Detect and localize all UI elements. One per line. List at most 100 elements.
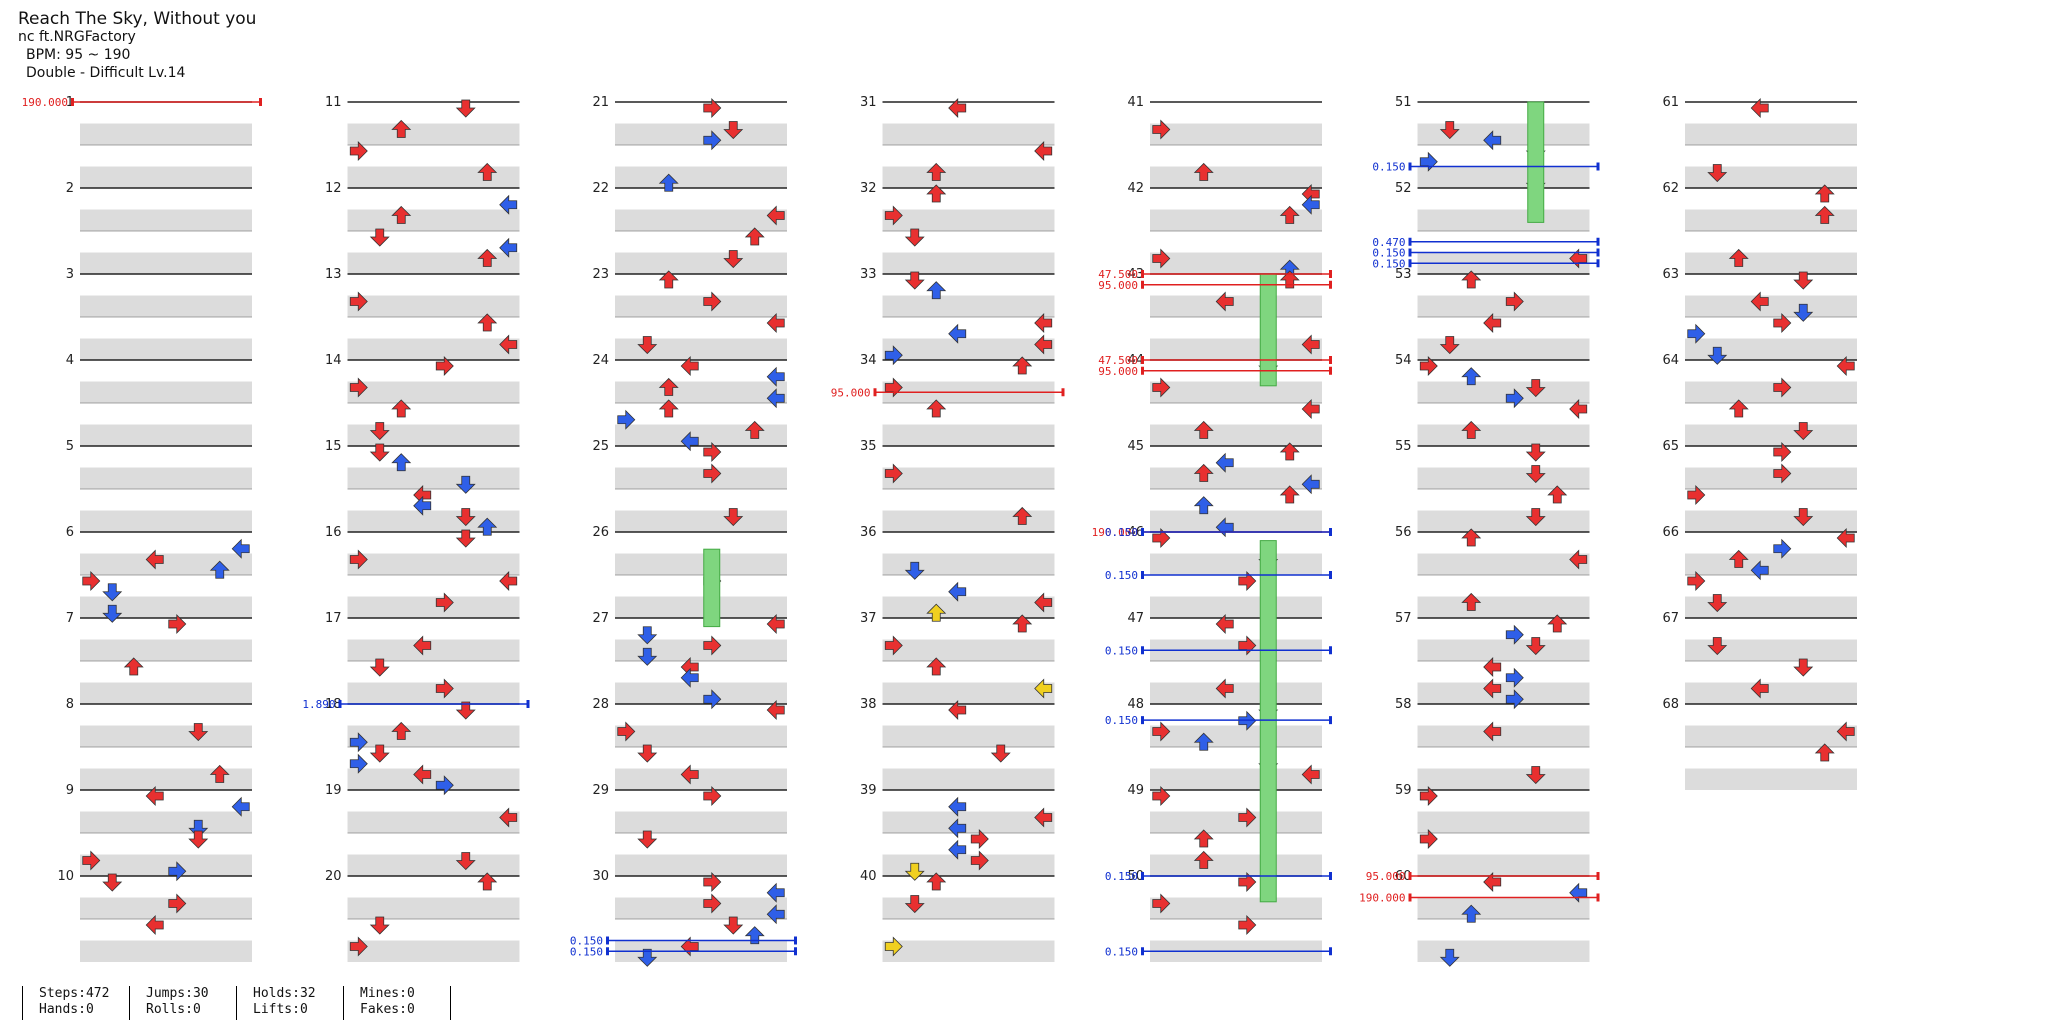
beat-stripe — [1417, 338, 1590, 360]
arrow-shape — [1483, 313, 1502, 333]
step-arrow — [617, 409, 636, 430]
step-arrow — [1215, 291, 1234, 312]
step-arrow — [391, 205, 412, 224]
step-arrow — [1193, 463, 1214, 482]
beat-stripe — [882, 209, 1055, 231]
speed-change-cap — [794, 936, 797, 945]
beat-stripe — [1150, 682, 1322, 704]
beat-stripe — [1685, 381, 1857, 403]
stat-group-steps: Steps:472 Hands:0 — [22, 986, 109, 1020]
step-arrow — [680, 356, 699, 376]
arrow-shape — [1419, 786, 1438, 806]
beat-stripe — [347, 811, 520, 833]
beat-stripe — [882, 725, 1055, 747]
speed-change-label: 0.150 — [1105, 526, 1138, 539]
arrow-shape — [1461, 367, 1482, 386]
step-arrow — [102, 873, 123, 892]
measure-number: 56 — [1395, 525, 1412, 540]
beat-stripe — [80, 682, 252, 704]
step-arrow — [499, 571, 518, 591]
arrow-shape — [703, 130, 722, 151]
measure-number: 48 — [1127, 697, 1144, 712]
arrow-shape — [1505, 689, 1524, 710]
step-arrow — [1728, 248, 1749, 267]
bpm-change-cap — [1141, 270, 1144, 278]
arrow-shape — [435, 356, 454, 376]
step-arrow — [948, 796, 967, 817]
step-arrow — [1193, 162, 1214, 181]
step-arrow — [637, 647, 658, 666]
step-arrow — [637, 336, 658, 355]
arrow-shape — [1773, 463, 1792, 484]
arrow-shape — [477, 162, 498, 181]
measure-number: 32 — [860, 181, 877, 196]
arrow-shape — [209, 764, 230, 783]
measure-number: 64 — [1662, 353, 1679, 368]
arrow-shape — [391, 119, 412, 138]
step-arrow — [1215, 678, 1234, 699]
measure-number: 27 — [592, 611, 609, 626]
arrow-shape — [1238, 807, 1257, 828]
step-arrow — [703, 463, 722, 484]
beat-stripe — [347, 381, 520, 403]
step-arrow — [1707, 637, 1728, 656]
step-arrow — [926, 184, 947, 203]
step-arrow — [435, 356, 454, 376]
arrow-shape — [477, 313, 498, 332]
step-arrow — [1505, 689, 1524, 710]
beat-stripe — [80, 123, 252, 145]
arrow-shape — [1034, 334, 1053, 355]
measure-number: 23 — [592, 267, 609, 282]
step-arrow — [703, 291, 722, 312]
beat-stripe — [1685, 123, 1857, 145]
measure-number: 51 — [1395, 95, 1412, 110]
arrow-shape — [1193, 496, 1214, 515]
arrow-shape — [499, 334, 518, 355]
arrow-shape — [145, 786, 164, 806]
arrow-shape — [948, 581, 967, 602]
step-arrow — [1728, 399, 1749, 418]
speed-change-cap — [1408, 248, 1412, 257]
beat-stripe — [882, 467, 1055, 489]
speed-change-label: 0.150 — [1105, 644, 1138, 657]
measure-number: 63 — [1662, 267, 1679, 282]
arrow-shape — [1419, 356, 1438, 376]
arrow-shape — [1505, 624, 1524, 645]
arrow-shape — [1525, 637, 1546, 656]
bpm-change-cap — [259, 98, 262, 106]
arrow-shape — [1301, 474, 1320, 495]
step-arrow — [658, 270, 679, 289]
beat-stripe — [1685, 295, 1857, 317]
arrow-shape — [970, 829, 989, 849]
arrow-shape — [1728, 549, 1749, 568]
speed-change-label: 0.150 — [570, 935, 603, 948]
bpm-change-cap — [1596, 872, 1600, 880]
step-arrow — [1193, 732, 1214, 751]
arrow-shape — [948, 700, 967, 720]
beat-stripe — [1417, 725, 1590, 747]
measure-number: 65 — [1662, 439, 1679, 454]
step-arrow — [349, 549, 368, 570]
step-arrow — [1569, 399, 1588, 419]
arrow-shape — [658, 399, 679, 418]
arrow-shape — [1279, 270, 1300, 289]
arrow-shape — [1483, 872, 1502, 892]
step-arrow — [1707, 346, 1728, 365]
step-arrow — [1215, 614, 1234, 634]
step-arrow — [369, 658, 390, 677]
step-arrow — [904, 228, 925, 247]
arrow-shape — [637, 626, 658, 645]
step-arrow — [637, 830, 658, 849]
beat-stripe — [347, 338, 520, 360]
beat-stripe — [882, 639, 1055, 661]
bpm-change-cap — [1141, 280, 1144, 289]
measure-number: 19 — [325, 783, 342, 798]
arrow-shape — [369, 443, 390, 462]
measure-number: 16 — [325, 525, 342, 540]
step-arrow — [1836, 721, 1855, 742]
step-arrow — [102, 583, 123, 602]
arrow-shape — [658, 270, 679, 289]
step-arrow — [1301, 764, 1320, 785]
beat-stripe — [1150, 381, 1322, 403]
arrow-shape — [680, 431, 699, 452]
